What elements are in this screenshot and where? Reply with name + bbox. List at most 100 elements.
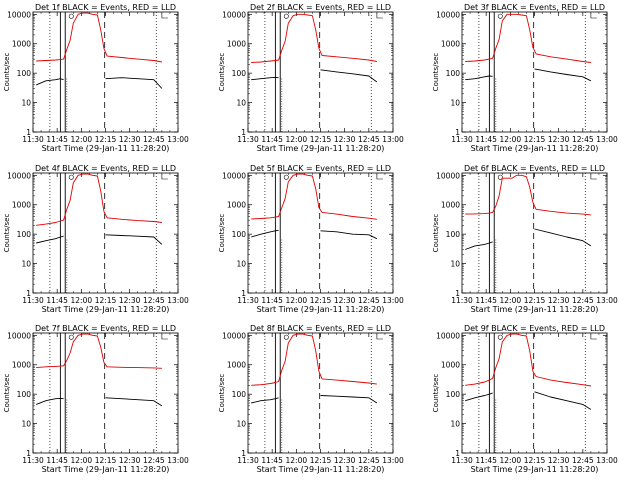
chart-title: Det 8f BLACK = Events, RED = LLD [250, 324, 391, 333]
x-tick-label: 13:00 [596, 296, 618, 305]
series-line [465, 68, 592, 82]
y-tick-label: 10 [21, 99, 31, 108]
state-symbol [590, 334, 597, 340]
chart-title: Det 7f BLACK = Events, RED = LLD [35, 324, 176, 333]
x-tick-label: 12:00 [71, 135, 93, 144]
y-tick-label: 10 [450, 420, 460, 429]
chart-title: Det 1f BLACK = Events, RED = LLD [35, 3, 176, 12]
y-tick-label: 100 [17, 390, 32, 399]
x-tick-label: 11:45 [261, 456, 283, 465]
state-symbol [68, 174, 74, 180]
y-tick-label: 10 [450, 99, 460, 108]
detector-panel: Det 3f BLACK = Events, RED = LLD Counts/s… [432, 3, 618, 153]
x-tick-label: 12:30 [119, 456, 141, 465]
x-tick-label: 13:00 [167, 135, 189, 144]
x-tick-label: 12:30 [334, 456, 356, 465]
y-tick-label: 1000 [441, 40, 460, 49]
x-tick-label: 11:30 [22, 135, 44, 144]
y-tick-label: 100 [446, 390, 461, 399]
y-tick-label: 1000 [227, 361, 246, 370]
y-tick-label: 10000 [436, 10, 460, 19]
x-tick-label: 11:45 [261, 135, 283, 144]
y-tick-label: 10 [236, 260, 246, 269]
x-axis-title: Start Time (29-Jan-11 11:28:20) [42, 305, 170, 314]
y-tick-label: 1000 [227, 40, 246, 49]
x-tick-label: 12:45 [572, 296, 594, 305]
y-tick-label: 1000 [441, 361, 460, 370]
y-tick-label: 10000 [7, 10, 31, 19]
x-tick-label: 12:15 [310, 456, 332, 465]
x-tick-label: 12:30 [548, 296, 570, 305]
y-tick-label: 1 [455, 289, 460, 298]
y-tick-label: 100 [446, 69, 461, 78]
detector-panel: Det 4f BLACK = Events, RED = LLD Counts/s… [3, 164, 189, 314]
x-tick-label: 11:30 [237, 135, 259, 144]
y-axis-title: Counts/sec [3, 374, 11, 413]
state-symbol [376, 13, 383, 19]
state-symbol [161, 13, 168, 19]
x-tick-label: 12:45 [358, 456, 380, 465]
x-tick-label: 11:30 [22, 296, 44, 305]
y-tick-label: 10000 [222, 331, 246, 340]
y-axis-title: Counts/sec [432, 374, 440, 413]
x-tick-label: 13:00 [167, 456, 189, 465]
y-tick-label: 1 [26, 289, 31, 298]
x-axis-title: Start Time (29-Jan-11 11:28:20) [471, 144, 599, 153]
state-symbol [590, 13, 597, 19]
x-axis-title: Start Time (29-Jan-11 11:28:20) [257, 144, 385, 153]
x-tick-label: 12:30 [548, 456, 570, 465]
state-symbol [497, 13, 503, 19]
y-tick-label: 100 [17, 69, 32, 78]
chart-title: Det 2f BLACK = Events, RED = LLD [250, 3, 391, 12]
y-tick-label: 10000 [436, 331, 460, 340]
state-symbol [68, 13, 74, 19]
x-axis-title: Start Time (29-Jan-11 11:28:20) [257, 305, 385, 314]
state-symbol [161, 174, 168, 180]
y-tick-label: 1000 [441, 201, 460, 210]
state-symbol [497, 334, 503, 340]
chart-title: Det 4f BLACK = Events, RED = LLD [35, 164, 176, 173]
y-axis-title: Counts/sec [3, 53, 11, 92]
x-axis-title: Start Time (29-Jan-11 11:28:20) [471, 305, 599, 314]
x-tick-label: 11:45 [261, 296, 283, 305]
x-tick-label: 11:30 [451, 456, 473, 465]
detector-panel: Det 6f BLACK = Events, RED = LLD Counts/s… [432, 164, 618, 314]
x-tick-label: 12:15 [524, 296, 546, 305]
x-tick-label: 12:45 [143, 456, 165, 465]
x-tick-label: 12:45 [572, 456, 594, 465]
x-tick-label: 11:45 [46, 456, 68, 465]
detector-panel: Det 8f BLACK = Events, RED = LLD Counts/s… [218, 324, 404, 474]
x-tick-label: 12:00 [286, 456, 308, 465]
x-axis-title: Start Time (29-Jan-11 11:28:20) [42, 144, 170, 153]
y-tick-label: 10000 [222, 10, 246, 19]
y-axis-title: Counts/sec [218, 374, 226, 413]
x-tick-label: 12:30 [334, 296, 356, 305]
y-tick-label: 10 [21, 420, 31, 429]
x-tick-label: 11:30 [237, 296, 259, 305]
x-tick-label: 12:45 [143, 135, 165, 144]
x-tick-label: 12:15 [310, 135, 332, 144]
x-tick-label: 12:00 [286, 296, 308, 305]
x-tick-label: 12:00 [286, 135, 308, 144]
y-tick-label: 10 [450, 260, 460, 269]
series-line [36, 12, 162, 63]
series-line [251, 333, 377, 386]
y-axis-title: Counts/sec [432, 53, 440, 92]
series-line [251, 13, 377, 63]
y-axis-title: Counts/sec [218, 214, 226, 253]
detector-panel: Det 1f BLACK = Events, RED = LLD Counts/s… [3, 3, 189, 153]
x-axis-title: Start Time (29-Jan-11 11:28:20) [257, 465, 385, 474]
x-tick-label: 12:15 [95, 456, 117, 465]
state-symbol [283, 174, 289, 180]
y-tick-label: 100 [232, 230, 247, 239]
x-tick-label: 12:15 [95, 135, 117, 144]
state-symbol [497, 174, 503, 180]
series-line [465, 391, 592, 410]
y-tick-label: 1000 [12, 201, 31, 210]
x-tick-label: 13:00 [382, 135, 404, 144]
y-axis-title: Counts/sec [218, 53, 226, 92]
x-tick-label: 13:00 [596, 456, 618, 465]
detector-panel: Det 2f BLACK = Events, RED = LLD Counts/s… [218, 3, 404, 153]
chart-title: Det 6f BLACK = Events, RED = LLD [464, 164, 605, 173]
